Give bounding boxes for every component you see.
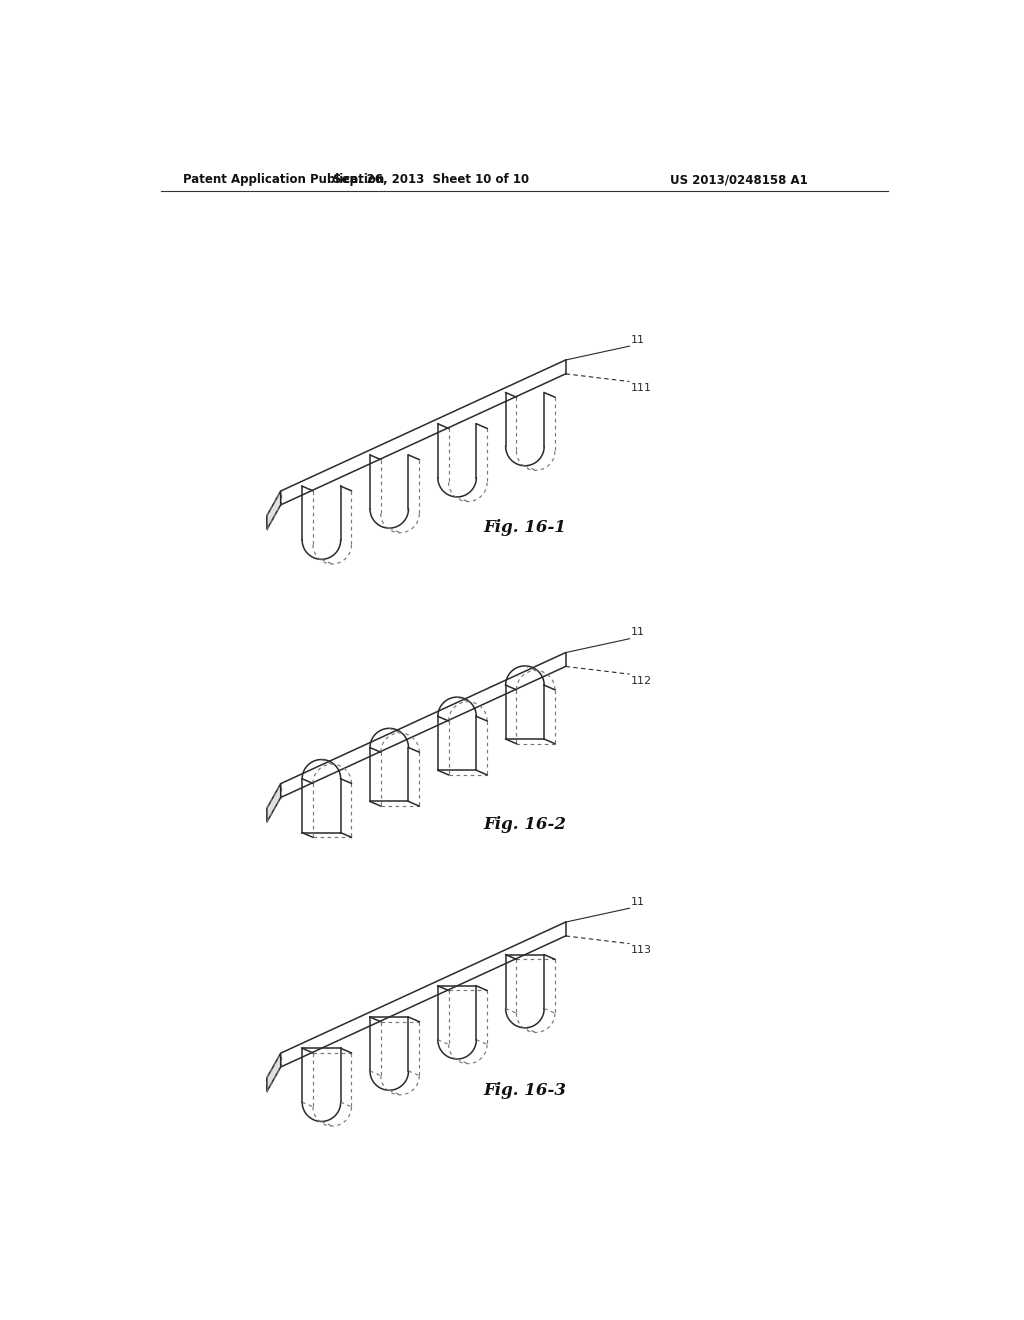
Text: US 2013/0248158 A1: US 2013/0248158 A1: [670, 173, 807, 186]
Polygon shape: [267, 1053, 281, 1092]
Text: 11: 11: [631, 334, 645, 345]
Polygon shape: [267, 491, 281, 529]
Text: 112: 112: [631, 676, 652, 685]
Text: Patent Application Publication: Patent Application Publication: [183, 173, 384, 186]
Text: 113: 113: [631, 945, 652, 956]
Text: Sep. 26, 2013  Sheet 10 of 10: Sep. 26, 2013 Sheet 10 of 10: [333, 173, 529, 186]
Polygon shape: [267, 784, 281, 822]
Text: 11: 11: [631, 896, 645, 907]
Text: Fig. 16-1: Fig. 16-1: [483, 520, 566, 536]
Text: 11: 11: [631, 627, 645, 638]
Text: 111: 111: [631, 383, 652, 393]
Text: Fig. 16-3: Fig. 16-3: [483, 1081, 566, 1098]
Text: Fig. 16-2: Fig. 16-2: [483, 816, 566, 833]
